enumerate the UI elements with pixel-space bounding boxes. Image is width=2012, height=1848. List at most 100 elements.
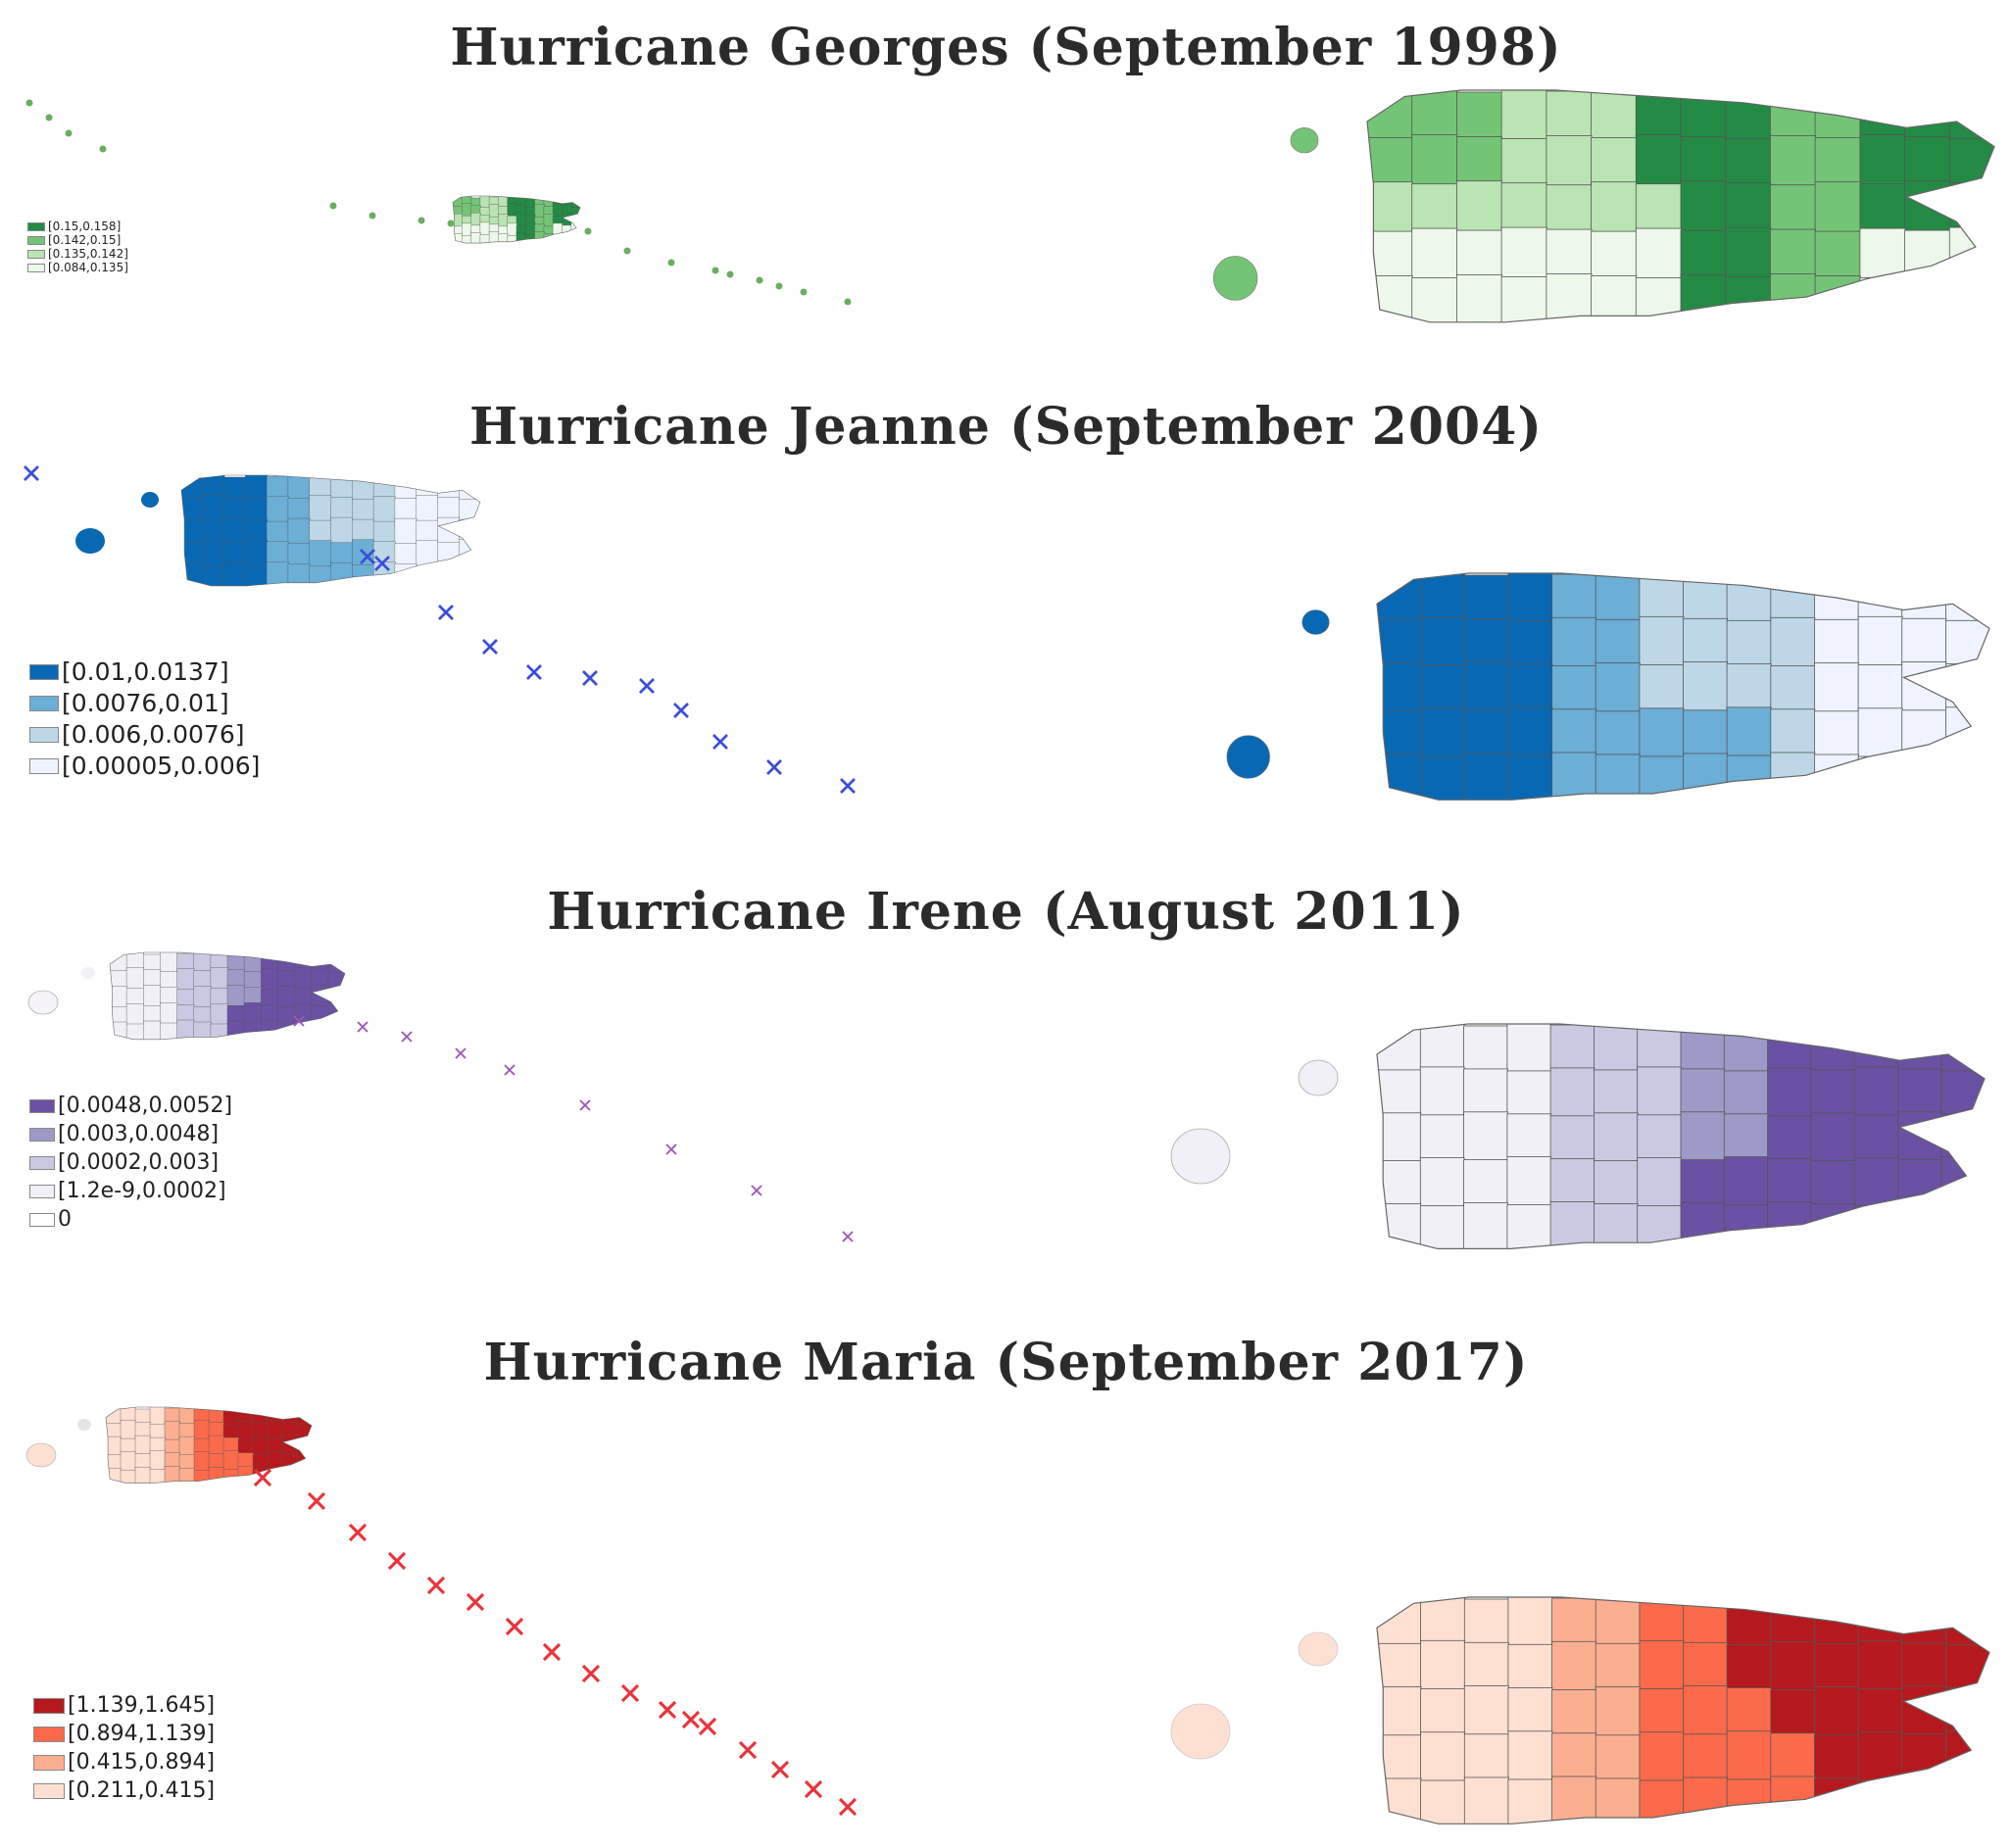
municipality: [1814, 1642, 1859, 1694]
track-point-jeanne: [673, 703, 689, 718]
municipality: [1683, 753, 1728, 801]
municipality: [1904, 273, 1951, 322]
track-point-irene: [357, 1021, 368, 1033]
municipality: [178, 1435, 195, 1456]
municipality: [1551, 1775, 1597, 1824]
track-point-georges: [584, 227, 592, 235]
municipality: [1770, 1689, 1816, 1740]
municipality: [281, 1435, 298, 1455]
municipality: [1897, 1068, 1942, 1119]
municipality: [1901, 1685, 1947, 1736]
municipality: [1591, 90, 1638, 139]
municipality: [1726, 619, 1772, 670]
municipality: [202, 540, 225, 567]
municipality: [1770, 228, 1817, 280]
municipality: [534, 204, 545, 219]
offshore-islet-irene: [1298, 1059, 1339, 1096]
track-point-maria: [466, 1592, 485, 1612]
offshore-island-irene-small: [27, 990, 59, 1015]
municipality: [296, 1407, 312, 1426]
municipality: [479, 196, 490, 209]
legend-georges: [0.15,0.158] [0.142,0.15] [0.135,0.142] …: [27, 219, 128, 274]
municipality: [1456, 91, 1503, 143]
municipality: [462, 203, 472, 218]
municipality: [1463, 753, 1509, 801]
legend-swatch: [29, 664, 59, 680]
municipality: [202, 495, 225, 522]
municipality: [1506, 1113, 1552, 1164]
municipality: [1463, 1776, 1509, 1824]
municipality: [1680, 273, 1727, 322]
track-point-maria: [505, 1617, 524, 1636]
municipality: [479, 234, 490, 244]
municipality: [1901, 1733, 1947, 1784]
municipality: [459, 499, 480, 526]
municipality: [1420, 664, 1466, 715]
municipality: [1857, 1597, 1903, 1647]
municipality: [470, 232, 481, 244]
municipality: [1857, 1731, 1903, 1782]
legend-swatch: [29, 1098, 55, 1113]
municipality: [1507, 619, 1553, 670]
municipality-grid-jeanne-small: [181, 475, 480, 586]
municipality: [1726, 663, 1772, 714]
municipality: [1551, 573, 1597, 624]
legend-swatch: [29, 1127, 55, 1142]
track-point-irene: [293, 1015, 305, 1027]
municipality: [1726, 1597, 1772, 1646]
panel-title-irene: Hurricane Irene (August 2011): [547, 882, 1465, 942]
municipality: [1859, 90, 1906, 141]
offshore-islet-irene-small: [81, 967, 95, 979]
municipality: [178, 1467, 195, 1483]
offshore-island-irene: [1170, 1128, 1231, 1185]
municipality: [1551, 708, 1597, 759]
legend-row: [0.15,0.158]: [27, 219, 128, 233]
municipality-grid-maria-large: [1377, 1597, 1989, 1824]
municipality: [525, 196, 536, 209]
municipality: [1814, 662, 1859, 713]
legend-row: [1.2e-9,0.0002]: [29, 1177, 232, 1205]
offshore-islet-georges: [1290, 127, 1319, 154]
municipality: [570, 196, 580, 209]
municipality: [1377, 573, 1422, 621]
municipality: [394, 517, 417, 545]
municipality: [1551, 665, 1597, 716]
legend-maria: [1.139,1.645] [0.894,1.139] [0.415,0.894…: [33, 1691, 215, 1805]
municipality: [1639, 707, 1685, 758]
municipality: [1857, 707, 1903, 758]
municipality: [1680, 1111, 1726, 1162]
municipality: [1810, 1160, 1856, 1210]
municipality: [1940, 1204, 1985, 1249]
municipality: [1945, 706, 1989, 757]
municipality: [1680, 135, 1727, 188]
municipality: [164, 1465, 180, 1483]
municipality: [1857, 1688, 1903, 1739]
municipality: [1814, 181, 1861, 233]
municipality: [252, 1435, 269, 1456]
track-point-georges: [99, 145, 107, 153]
municipality: [243, 952, 262, 973]
municipality: [1507, 573, 1553, 622]
municipality: [1595, 1777, 1641, 1824]
legend-row: [0.006,0.0076]: [29, 719, 260, 751]
municipality: [1419, 1066, 1465, 1117]
municipality: [294, 1023, 313, 1040]
municipality: [462, 222, 472, 237]
municipality: [327, 971, 345, 994]
offshore-island-jeanne-small: [75, 528, 105, 554]
municipality: [1411, 183, 1458, 235]
municipality: [266, 496, 289, 523]
municipality: [1770, 184, 1817, 236]
legend-swatch: [33, 1726, 65, 1742]
track-point-irene: [665, 1143, 677, 1155]
municipality: [1411, 227, 1458, 279]
municipality: [1419, 1114, 1465, 1165]
municipality: [1814, 230, 1861, 282]
municipality: [1639, 755, 1685, 801]
municipality: [149, 1407, 166, 1426]
municipality: [1546, 228, 1593, 280]
legend-swatch: [33, 1754, 65, 1771]
municipality: [1857, 664, 1903, 715]
municipality: [1463, 1598, 1509, 1649]
municipality: [437, 562, 460, 586]
